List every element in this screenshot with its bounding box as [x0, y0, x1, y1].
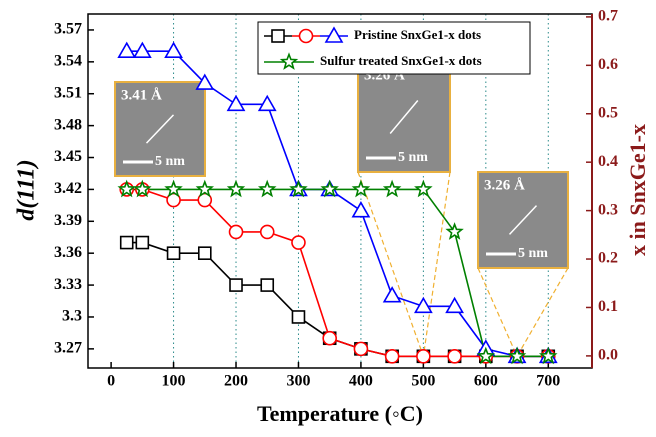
inset-pointer	[358, 172, 423, 356]
marker-circle	[292, 236, 305, 249]
marker-triangle	[259, 96, 275, 110]
y-tick-label: 3.42	[54, 180, 82, 197]
y-tick-label: 3.3	[62, 308, 82, 325]
marker-star	[229, 182, 243, 196]
marker-circle	[417, 350, 430, 363]
marker-star	[166, 182, 180, 196]
inset-scale: 5 nm	[398, 150, 428, 165]
x-tick-label: 500	[411, 373, 435, 390]
x-tick-label: 600	[474, 373, 498, 390]
x-tick-label: 700	[536, 373, 560, 390]
marker-star	[385, 182, 399, 196]
marker-square	[272, 30, 284, 42]
marker-star	[260, 182, 274, 196]
y2-tick-label: 0.6	[598, 56, 618, 73]
marker-circle	[448, 350, 461, 363]
marker-star	[198, 182, 212, 196]
marker-triangle	[415, 298, 431, 312]
legend-label: Pristine SnxGe1-x dots	[354, 27, 481, 42]
inset-scale: 5 nm	[155, 154, 185, 169]
marker-circle	[261, 225, 274, 238]
marker-square	[121, 237, 133, 249]
marker-circle	[354, 342, 367, 355]
x-axis-label: Temperature (◦C)	[257, 401, 423, 426]
y-tick-label: 3.48	[54, 116, 82, 133]
y2-tick-label: 0.4	[598, 153, 618, 170]
y-tick-label: 3.39	[54, 212, 82, 229]
inset-scale: 5 nm	[518, 246, 548, 261]
marker-square	[199, 247, 211, 259]
marker-triangle	[384, 288, 400, 302]
marker-square	[230, 279, 242, 291]
marker-triangle	[134, 43, 150, 57]
legend-label: Sulfur treated SnxGe1-x dots	[320, 53, 482, 68]
marker-triangle	[353, 203, 369, 217]
y2-tick-label: 0.2	[598, 250, 618, 267]
inset-pointer	[517, 268, 568, 356]
y2-tick-label: 0.1	[598, 298, 618, 315]
marker-circle	[300, 30, 313, 43]
y-tick-label: 3.51	[54, 84, 82, 101]
y2-tick-label: 0.3	[598, 201, 618, 218]
y2-axis-label: x in SnxGe1-x	[625, 124, 650, 256]
marker-square	[292, 311, 304, 323]
inset-spacing: 3.26 Å	[484, 177, 525, 193]
y2-tick-label: 0.7	[598, 8, 618, 25]
inset-spacing: 3.41 Å	[121, 87, 162, 103]
marker-triangle	[119, 43, 135, 57]
marker-circle	[323, 332, 336, 345]
marker-square	[136, 237, 148, 249]
page: {"chart_data":{"type":"line", "xlabel":"…	[0, 0, 656, 437]
y-tick-label: 3.57	[54, 21, 82, 38]
x-tick-label: 100	[162, 373, 186, 390]
marker-square	[168, 247, 180, 259]
marker-triangle	[228, 96, 244, 110]
y-tick-label: 3.33	[54, 276, 82, 293]
marker-triangle	[166, 43, 182, 57]
marker-star	[354, 182, 368, 196]
y-tick-label: 3.36	[54, 244, 82, 261]
inset-pointer	[423, 172, 450, 356]
y2-tick-label: 0.5	[598, 104, 618, 121]
y2-tick-label: 0.0	[598, 347, 618, 364]
x-tick-label: 300	[286, 373, 310, 390]
marker-triangle	[447, 298, 463, 312]
y-axis-label: d(111)	[14, 159, 40, 220]
marker-square	[261, 279, 273, 291]
marker-circle	[230, 225, 243, 238]
chart: 0 100 200 300 400 500 600 700 3.27 3.3 3.33 3.36 3.3…	[0, 0, 656, 432]
marker-star	[416, 182, 430, 196]
x-tick-label: 400	[349, 373, 373, 390]
x-tick-label: 0	[107, 373, 115, 390]
marker-circle	[386, 350, 399, 363]
y-tick-label: 3.45	[54, 148, 82, 165]
y-tick-label: 3.54	[54, 53, 82, 70]
y-tick-label: 3.27	[54, 340, 82, 357]
x-tick-label: 200	[224, 373, 248, 390]
